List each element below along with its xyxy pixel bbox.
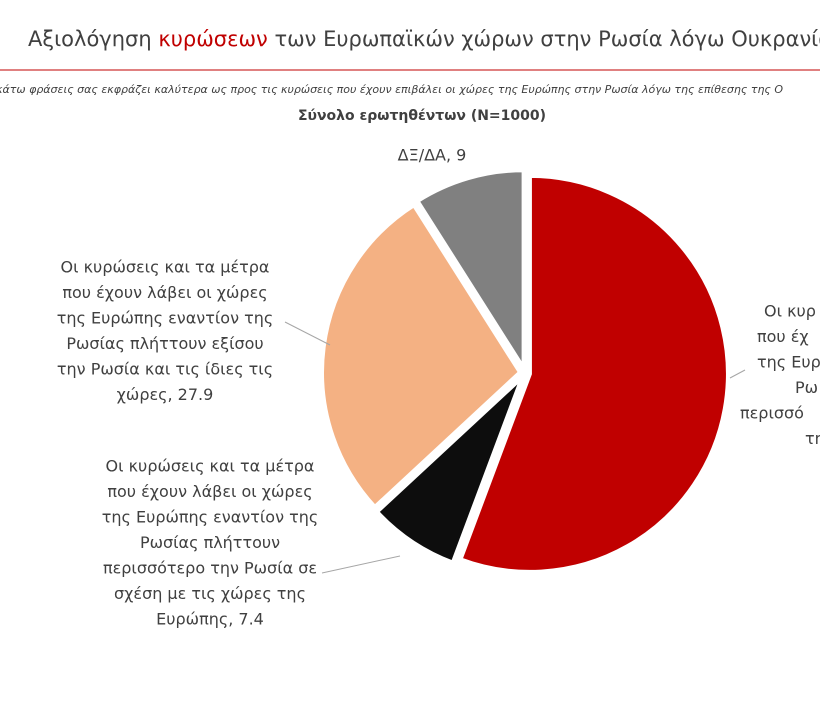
pie-slice bbox=[320, 202, 523, 510]
slice-label: χώρες, 27.9 bbox=[117, 385, 214, 404]
leader-line bbox=[321, 555, 401, 574]
slice-label: Ρωσίας πλήττουν bbox=[140, 533, 280, 552]
chart-title: Αξιολόγηση κυρώσεων των Ευρωπαϊκών χώρων… bbox=[28, 27, 820, 51]
subtitle: Σύνολο ερωτηθέντων (N=1000) bbox=[298, 108, 546, 124]
slice-label: που έχουν λάβει οι χώρες bbox=[107, 482, 312, 501]
slice-label: Ευρώπης, 7.4 bbox=[156, 610, 264, 629]
slice-label: την Ρωσία και τις ίδιες τις bbox=[57, 360, 273, 379]
leader-line bbox=[284, 321, 331, 346]
pie bbox=[320, 168, 730, 574]
title-part: των Ευρωπαϊκών χώρων στην Ρωσία λόγω Ουκ… bbox=[268, 27, 820, 51]
slice-label: Οι κυρώσεις και τα μέτρα bbox=[106, 457, 315, 476]
slice-label: της Ευρ bbox=[757, 353, 820, 372]
pie-slice bbox=[457, 173, 730, 574]
slice-label: Οι κυρώσεις και τα μέτρα bbox=[61, 258, 270, 277]
slice-label: τη bbox=[805, 429, 820, 448]
title-part: Αξιολόγηση bbox=[28, 27, 158, 51]
pie-slice bbox=[414, 168, 526, 376]
title-highlight: κυρώσεων bbox=[158, 27, 267, 51]
slice-label: Οι κυρ bbox=[764, 302, 816, 321]
slice-label: σχέση με τις χώρες της bbox=[114, 584, 306, 603]
slice-label: περισσό bbox=[740, 404, 804, 423]
slice-label: Ρωσίας πλήττουν εξίσου bbox=[66, 334, 263, 353]
leader-line bbox=[729, 369, 746, 379]
slice-label: που έχουν λάβει οι χώρες bbox=[62, 283, 267, 302]
slice-label: Ρω bbox=[795, 378, 818, 397]
slice-label: ΔΞ/ΔΑ, 9 bbox=[398, 146, 467, 165]
question: κάτω φράσεις σας εκφράζει καλύτερα ως πρ… bbox=[0, 83, 783, 96]
slice-label: της Ευρώπης εναντίον της bbox=[57, 309, 274, 328]
pie-slice bbox=[374, 375, 525, 566]
slice-label: της Ευρώπης εναντίον της bbox=[102, 508, 319, 527]
slice-label: που έχ bbox=[757, 327, 809, 346]
slice-label: περισσότερο την Ρωσία σε bbox=[103, 559, 317, 578]
